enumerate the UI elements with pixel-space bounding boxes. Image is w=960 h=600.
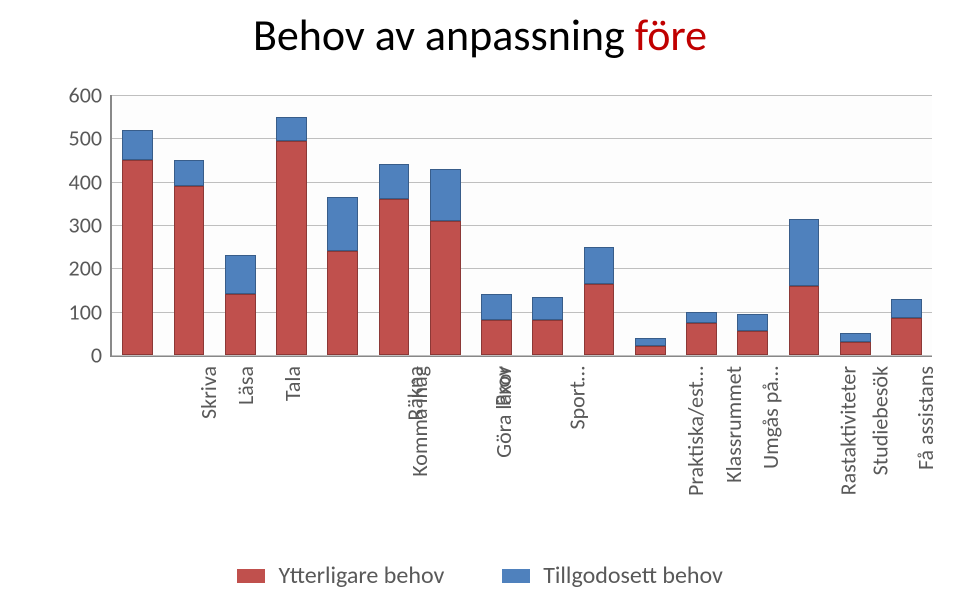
bar-segment-1 [481,294,512,320]
title-accent: före [635,8,707,62]
legend-item-0: Ytterligare behov [237,559,444,590]
plot-area [110,95,932,357]
xtick-label: Umgås på… [757,366,784,469]
bar-segment-1 [276,117,307,141]
bar-segment-1 [532,297,563,321]
bar-segment-0 [789,286,820,355]
xtick-label: Sport… [564,366,591,430]
xtick-label: Läsa [232,366,259,405]
xtick-label: Få assistans [912,366,939,470]
bar-segment-0 [430,221,461,355]
bar-segment-1 [430,169,461,221]
x-axis-labels: SkrivaLäsaTalaKomma ihågRäknaGöra läxorP… [110,360,930,550]
gridline [112,355,932,356]
ytick-label: 500 [52,125,102,152]
bar-segment-0 [122,160,153,355]
xtick-label: Rastaktiviteter [835,366,862,495]
xtick-label: Prov [489,366,516,406]
bar-segment-0 [225,294,256,355]
bar-segment-0 [584,284,615,356]
bar-segment-1 [789,219,820,286]
bar-segment-0 [737,331,768,355]
legend-label-1: Tillgodosett behov [543,561,723,590]
bar-segment-0 [532,320,563,355]
legend: Ytterligare behov Tillgodosett behov [0,559,960,590]
bar-segment-1 [584,247,615,284]
bar-segment-1 [737,314,768,331]
xtick-label: Studiebesök [866,366,893,475]
xtick-label: Praktiska/est… [682,366,709,496]
legend-label-0: Ytterligare behov [279,561,445,590]
xtick-label: Tala [279,366,306,401]
ytick-label: 200 [52,255,102,282]
bar-segment-0 [174,186,205,355]
bar-segment-1 [225,255,256,294]
bar-segment-0 [891,318,922,355]
ytick-label: 600 [52,82,102,109]
bar-segment-1 [840,333,871,342]
chart-page: Behov av anpassning före 0 100 200 300 400 50… [0,0,960,600]
ytick-label: 100 [52,298,102,325]
legend-swatch-1 [502,569,530,583]
xtick-label: Klassrummet [720,366,747,483]
bar-segment-1 [379,164,410,199]
bar-segment-0 [686,323,717,356]
bar-segment-0 [327,251,358,355]
ytick-label: 300 [52,212,102,239]
legend-swatch-0 [237,569,265,583]
bar-segment-0 [635,346,666,355]
chart-title: Behov av anpassning före [0,8,960,62]
bar-segment-1 [122,130,153,160]
bar-segment-0 [481,320,512,355]
bar-segment-1 [635,338,666,347]
bar-segment-0 [840,342,871,355]
legend-item-1: Tillgodosett behov [502,559,723,590]
bar-segment-1 [174,160,205,186]
xtick-label: Räkna [401,366,428,421]
ytick-label: 0 [52,342,102,369]
xtick-label: Skriva [195,366,222,419]
ytick-label: 400 [52,168,102,195]
bars-layer [112,95,932,355]
bar-segment-0 [276,141,307,356]
bar-segment-1 [686,312,717,323]
bar-segment-1 [891,299,922,319]
bar-segment-1 [327,197,358,251]
bar-segment-0 [379,199,410,355]
title-main: Behov av anpassning [253,8,635,62]
